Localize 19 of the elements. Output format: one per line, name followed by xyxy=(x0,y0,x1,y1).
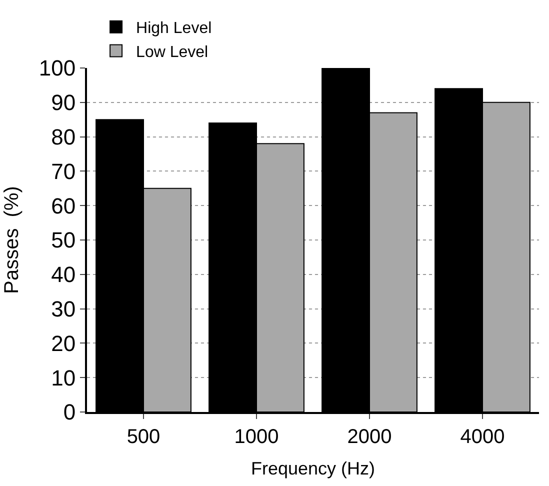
x-tick-label: 4000 xyxy=(460,426,505,448)
y-tick-label: 30 xyxy=(51,296,76,322)
x-tick-label: 2000 xyxy=(347,426,392,448)
x-axis-title: Frequency (Hz) xyxy=(250,458,376,479)
y-tick-label: 100 xyxy=(38,56,76,81)
y-tick-label: 90 xyxy=(51,90,76,116)
y-tick-label: 20 xyxy=(51,330,76,356)
y-tick-label: 60 xyxy=(51,193,76,218)
x-tick-label: 500 xyxy=(126,426,160,448)
y-tick-label: 50 xyxy=(51,228,76,253)
legend-label: Low Level xyxy=(136,44,208,61)
y-tick-label: 70 xyxy=(51,158,76,184)
y-tick-label: 40 xyxy=(51,262,76,288)
y-tick-label: 10 xyxy=(51,365,76,390)
x-tick-label: 1000 xyxy=(234,426,279,448)
y-tick-label: 80 xyxy=(51,124,76,150)
y-tick-label: 0 xyxy=(63,400,76,425)
y-axis-title: Passes (%) xyxy=(0,186,23,294)
legend-label: High Level xyxy=(136,20,212,38)
